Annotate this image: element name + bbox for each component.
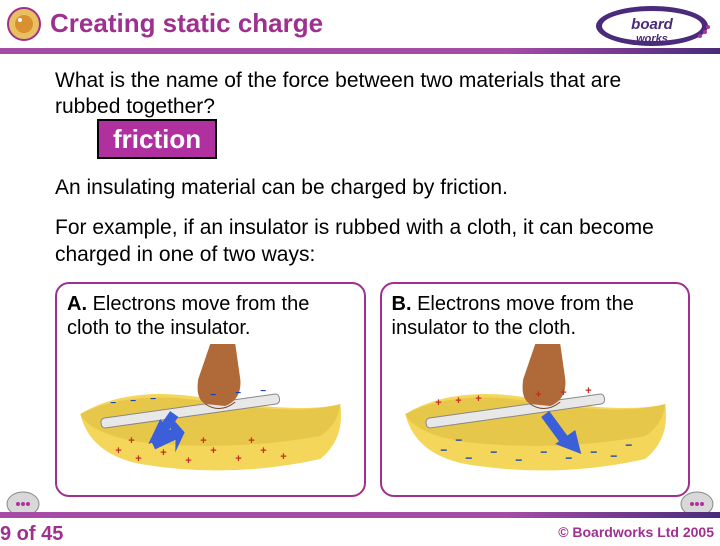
svg-text:+: + [160,447,166,459]
card-a-body: Electrons move from the cloth to the ins… [67,293,309,339]
paragraph-1: An insulating material can be charged by… [55,175,690,201]
svg-text:+: + [200,435,206,447]
svg-text:+: + [128,435,134,447]
svg-text:−: − [565,451,572,465]
footer-divider [0,512,720,518]
paragraph-2: For example, if an insulator is rubbed w… [55,215,690,268]
header-divider [0,48,720,54]
footer: 9 of 45 © Boardworks Ltd 2005 [0,512,720,540]
svg-text:+: + [210,445,216,457]
answer-box: friction [97,119,217,160]
svg-text:+: + [475,393,481,405]
svg-text:+: + [560,387,566,399]
svg-text:−: − [590,445,597,459]
svg-text:−: − [235,388,241,399]
svg-text:+: + [185,455,191,467]
svg-text:−: − [440,443,447,457]
card-a: A. Electrons move from the cloth to the … [55,282,366,497]
content-area: What is the name of the force between tw… [0,60,720,512]
card-a-text: A. Electrons move from the cloth to the … [67,292,354,340]
diagram-b: +++ +++ −−− −−− −−− − [392,344,679,484]
svg-text:works: works [636,33,668,45]
boardworks-logo: board works [582,2,712,50]
svg-text:+: + [235,453,241,465]
question-block: What is the name of the force between tw… [55,68,690,161]
cards-row: A. Electrons move from the cloth to the … [55,282,690,497]
svg-text:−: − [130,396,136,407]
svg-text:−: − [260,386,266,397]
svg-text:−: − [625,438,632,452]
question-text: What is the name of the force between tw… [55,69,621,118]
slide-icon [6,6,42,42]
svg-text:−: − [490,445,497,459]
card-b-body: Electrons move from the insulator to the… [392,293,634,339]
svg-text:+: + [248,435,254,447]
svg-text:−: − [465,451,472,465]
card-b: B. Electrons move from the insulator to … [380,282,691,497]
svg-text:+: + [585,385,591,397]
card-b-label: B. [392,293,412,315]
svg-text:+: + [135,453,141,465]
svg-text:+: + [455,395,461,407]
page-number: 9 of 45 [0,523,63,546]
svg-text:board: board [631,16,674,33]
svg-text:−: − [515,453,522,467]
card-a-label: A. [67,293,87,315]
svg-text:−: − [455,433,462,447]
copyright: © Boardworks Ltd 2005 [558,524,714,540]
svg-text:+: + [260,445,266,457]
svg-text:+: + [280,451,286,463]
svg-text:+: + [535,389,541,401]
card-b-text: B. Electrons move from the insulator to … [392,292,679,340]
svg-text:+: + [435,397,441,409]
diagram-a: −−− −−− +++ +++ +++ ++ [67,344,354,484]
svg-text:−: − [610,449,617,463]
svg-text:−: − [150,394,156,405]
svg-text:−: − [110,398,116,409]
svg-text:+: + [115,445,121,457]
svg-text:−: − [210,390,216,401]
header: Creating static charge board works [0,0,720,54]
page-title: Creating static charge [50,8,323,39]
svg-text:−: − [540,445,547,459]
